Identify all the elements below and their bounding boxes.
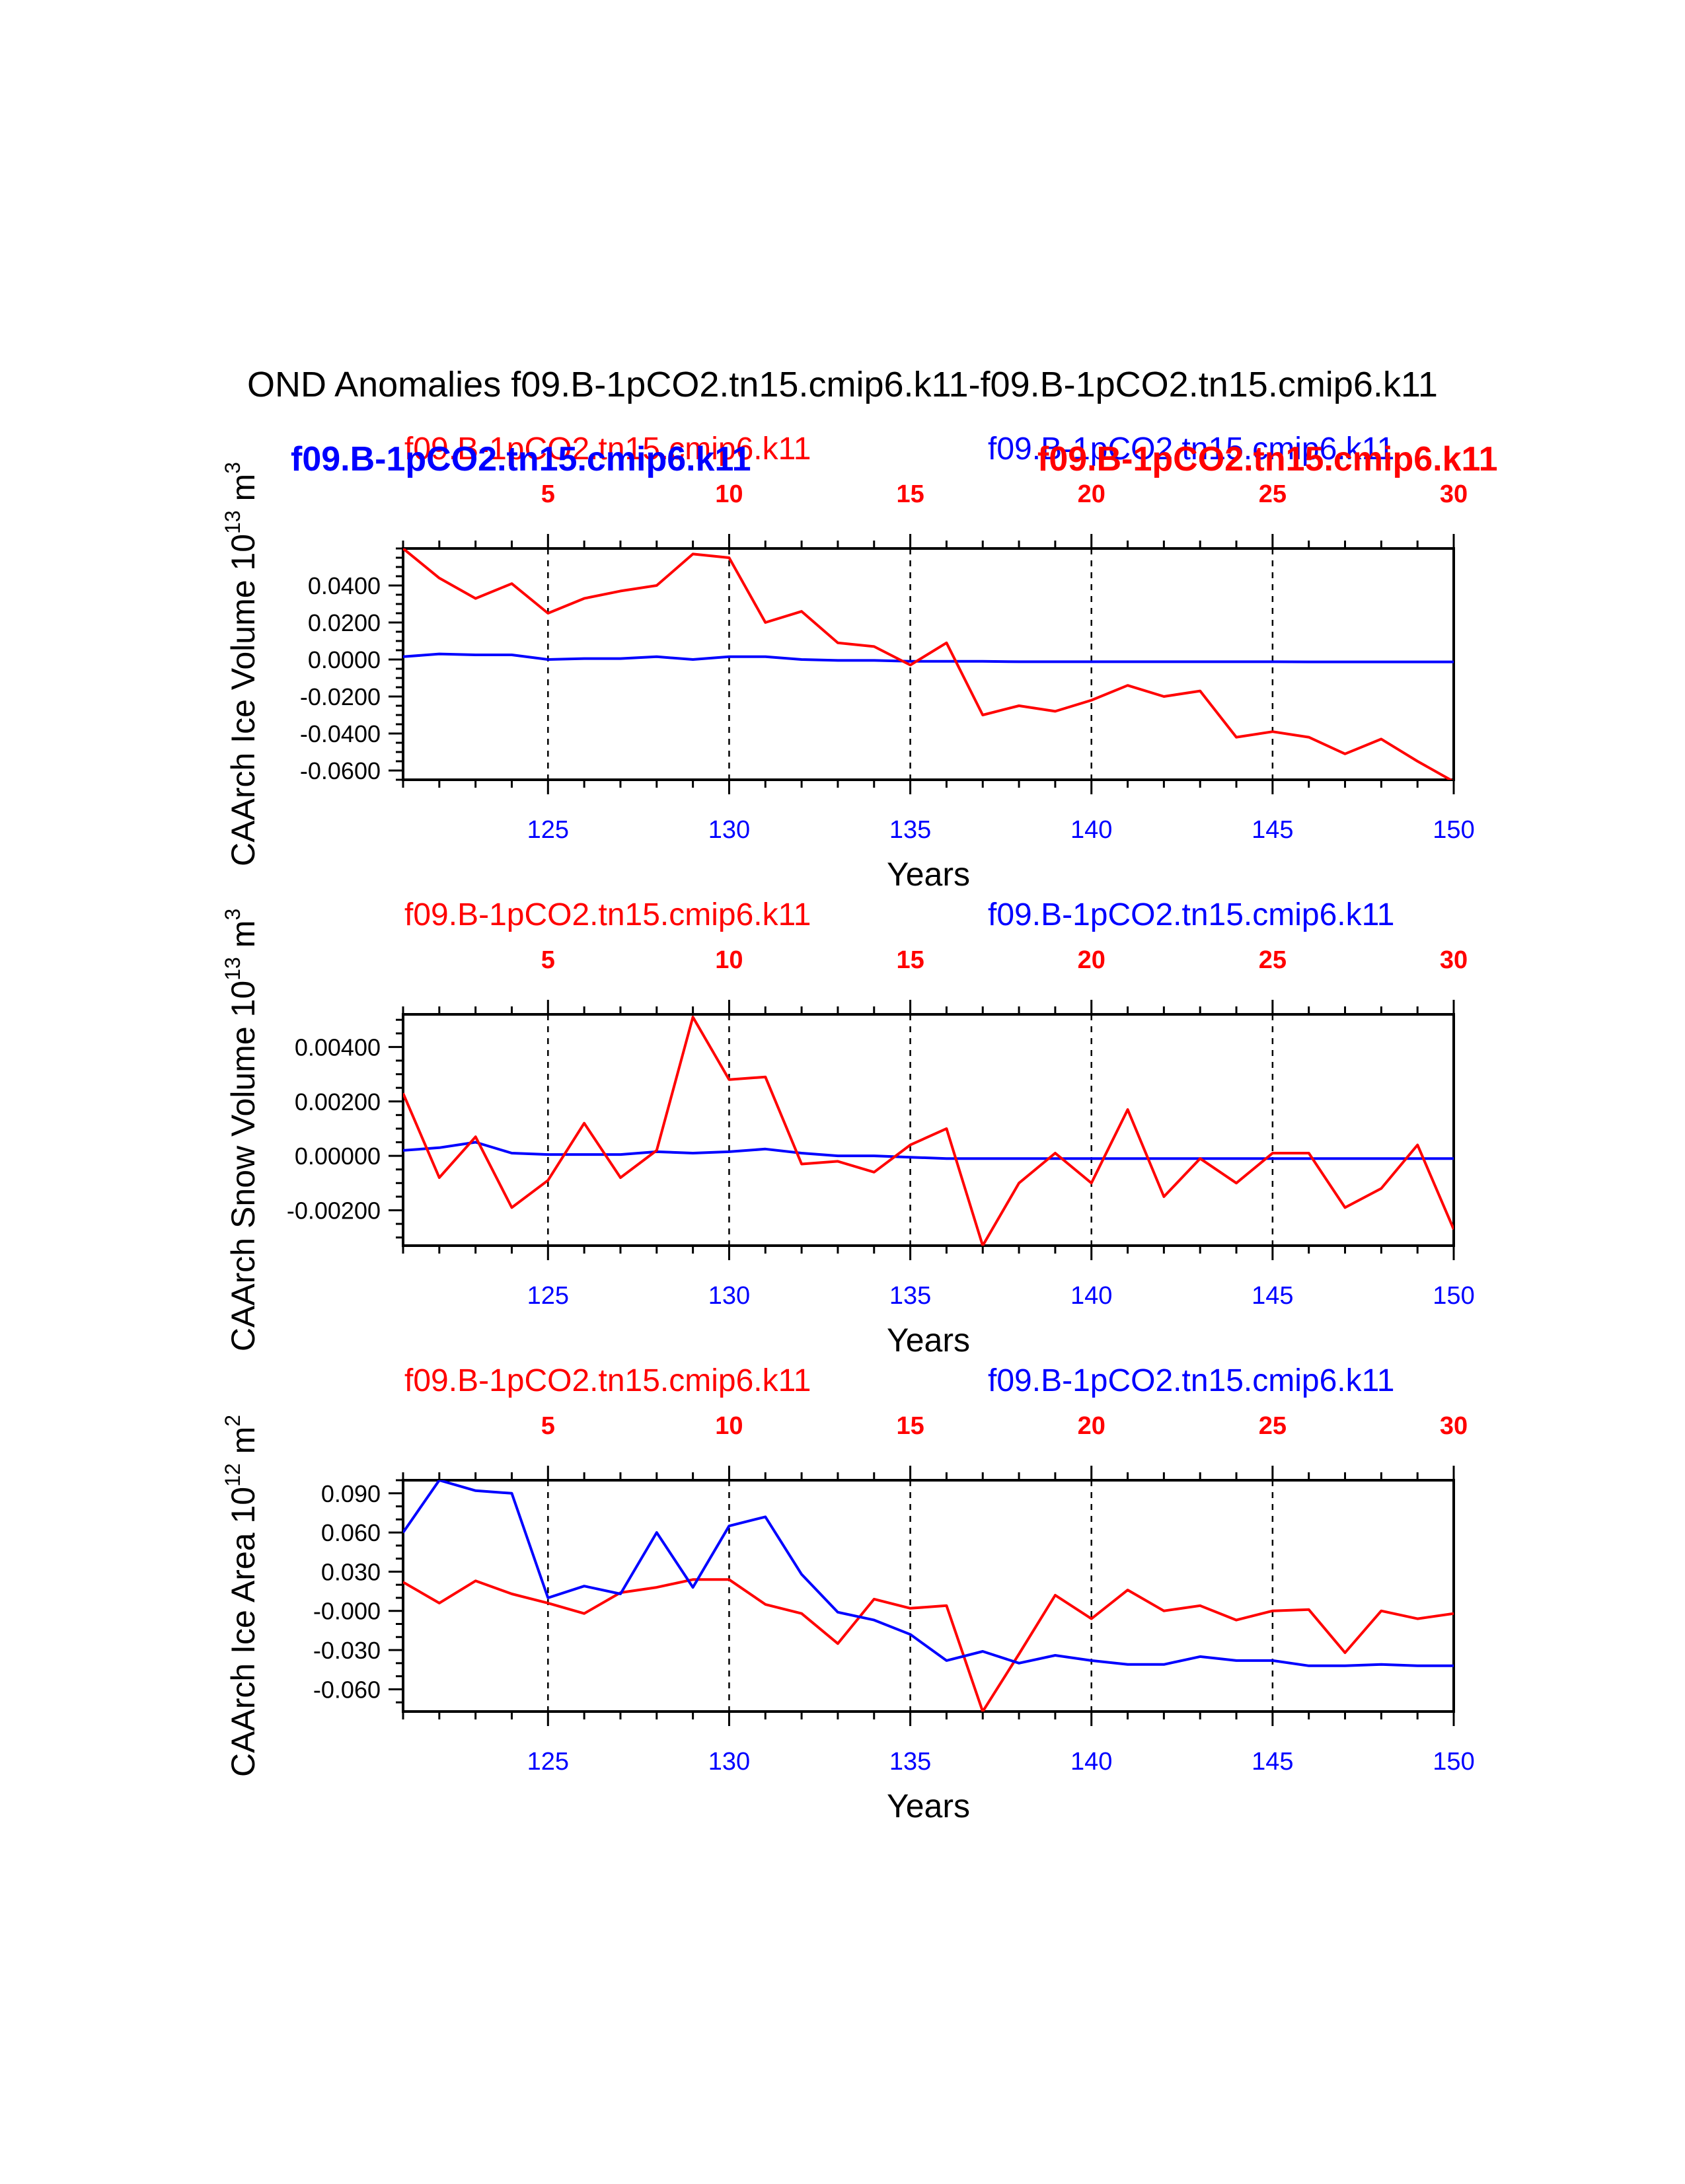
x-top-tick-label: 10 [715,480,743,508]
y-tick-label: 0.030 [321,1558,381,1585]
y-tick-label: 0.0200 [308,609,381,636]
x-top-tick-label: 25 [1259,1412,1287,1440]
x-top-tick-label: 20 [1078,946,1105,974]
x-tick-label: 150 [1433,1282,1474,1310]
y-tick-label: 0.00000 [295,1143,381,1170]
plot-frame [402,1013,1455,1247]
plot-frame [402,1479,1455,1713]
y-tick-label: -0.030 [313,1637,381,1664]
x-tick-label: 135 [889,1748,931,1776]
x-top-tick-label: 5 [541,946,555,974]
plot-frame [402,547,1455,781]
series-line-blue [403,1480,1454,1667]
series-line-red [403,1578,1454,1712]
x-tick-label: 130 [708,1282,750,1310]
x-top-tick-label: 25 [1259,480,1287,508]
y-tick-label: 0.0400 [308,572,381,599]
y-tick-label: -0.060 [313,1676,381,1703]
x-top-tick-label: 15 [896,1412,924,1440]
series-line-blue [403,1141,1454,1160]
x-top-tick-label: 10 [715,946,743,974]
x-top-tick-label: 30 [1440,1412,1468,1440]
y-tick-label: -0.0200 [300,683,381,710]
y-axis: 0.0400 0.0200 0.0000 -0.0200 -0.0400 -0.0600 [300,547,403,784]
y-axis-title: CAArch Ice Volume 1013 m3 [221,462,262,866]
x-axis-title: Years [887,856,970,893]
series-label-left: f09.B-1pCO2.tn15.cmip6.k11 [404,1363,811,1398]
x-top-tick-label: 5 [541,1412,555,1440]
y-axis: 0.090 0.060 0.030 -0.000 -0.030 -0.060 [313,1479,403,1704]
x-top-tick-label: 10 [715,1412,743,1440]
series-label-overlay-right: f09.B-1pCO2.tn15.cmip6.k11 [1037,440,1498,478]
series-line-red [403,1016,1454,1246]
y-tick-label: -0.0600 [300,757,381,784]
x-axis-title: Years [887,1322,970,1359]
x-top-tick-label: 15 [896,480,924,508]
x-axis-bottom: 125 130 135 140 145 150 Years [402,1712,1475,1825]
x-tick-label: 135 [889,1282,931,1310]
y-tick-label: -0.000 [313,1598,381,1625]
panel-1: 0.0400 0.0200 0.0000 -0.0200 -0.0400 -0.0600 1… [221,432,1498,893]
x-tick-label: 125 [527,1282,569,1310]
x-axis-top: 5 10 15 20 25 30 [402,1412,1468,1480]
x-tick-label: 150 [1433,816,1474,844]
x-axis-title: Years [887,1788,970,1825]
x-tick-label: 125 [527,1748,569,1776]
series-label-right: f09.B-1pCO2.tn15.cmip6.k11 [988,432,1394,467]
y-tick-label: 0.0000 [308,646,381,673]
series-line-red [403,548,1454,780]
x-top-tick-label: 30 [1440,946,1468,974]
y-axis: 0.00400 0.00200 0.00000 -0.00200 [287,1018,403,1239]
x-tick-label: 140 [1070,816,1112,844]
x-tick-label: 145 [1252,1748,1293,1776]
y-tick-label: 0.090 [321,1480,381,1507]
y-tick-label: -0.0400 [300,720,381,747]
x-top-tick-label: 15 [896,946,924,974]
x-top-tick-label: 25 [1259,946,1287,974]
y-axis-title: CAArch Ice Area 1012 m2 [221,1415,262,1777]
series-label-right: f09.B-1pCO2.tn15.cmip6.k11 [988,1363,1394,1398]
x-tick-label: 140 [1070,1282,1112,1310]
y-tick-label: 0.00400 [295,1034,381,1061]
series-label-overlay-left: f09.B-1pCO2.tn15.cmip6.k11 [291,440,751,478]
x-tick-label: 130 [708,816,750,844]
x-axis-bottom: 125 130 135 140 145 150 Years [402,1246,1475,1359]
x-tick-label: 140 [1070,1748,1112,1776]
x-tick-label: 150 [1433,1748,1474,1776]
series-label-left: f09.B-1pCO2.tn15.cmip6.k11 [404,897,811,932]
x-tick-label: 135 [889,816,931,844]
panel-2: 0.00400 0.00200 0.00000 -0.00200 125 130 135 14… [221,897,1475,1359]
x-top-tick-label: 5 [541,480,555,508]
y-axis-title: CAArch Snow Volume 1013 m3 [221,909,262,1351]
x-top-tick-label: 20 [1078,1412,1105,1440]
x-axis-top: 5 10 15 20 25 30 [402,480,1468,548]
y-tick-label: -0.00200 [287,1197,381,1224]
x-tick-label: 145 [1252,816,1293,844]
y-tick-label: 0.00200 [295,1088,381,1115]
x-axis-top: 5 10 15 20 25 30 [402,946,1468,1014]
x-tick-label: 145 [1252,1282,1293,1310]
y-tick-label: 0.060 [321,1519,381,1546]
x-tick-label: 125 [527,816,569,844]
x-axis-bottom: 125 130 135 140 145 150 Years [402,780,1475,893]
series-label-left: f09.B-1pCO2.tn15.cmip6.k11 [404,432,811,467]
figure-title: OND Anomalies f09.B-1pCO2.tn15.cmip6.k11… [247,365,1438,404]
series-line-blue [403,652,1454,663]
x-top-tick-label: 20 [1078,480,1105,508]
x-tick-label: 130 [708,1748,750,1776]
series-label-right: f09.B-1pCO2.tn15.cmip6.k11 [988,897,1394,932]
x-top-tick-label: 30 [1440,480,1468,508]
